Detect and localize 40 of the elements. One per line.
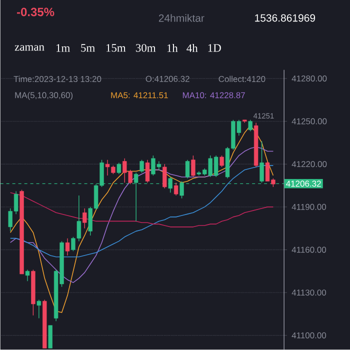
candlestick xyxy=(25,269,30,282)
annotation: O:41206.32 xyxy=(146,76,190,82)
annotation: Collect:4120 xyxy=(218,76,266,82)
y-tick-label: 41190.00 xyxy=(292,204,326,210)
candlestick xyxy=(220,155,224,168)
text: 1D xyxy=(208,44,221,52)
text: zaman xyxy=(14,45,44,51)
candlestick xyxy=(36,299,42,319)
candlestick xyxy=(248,120,252,132)
candlestick xyxy=(260,140,264,184)
annotation: Time:2023-12-13 13:20 xyxy=(14,76,102,82)
text: MA10: 41228.87 xyxy=(182,92,245,98)
candlestick xyxy=(191,155,196,178)
y-tick-label: 41100.00 xyxy=(292,332,326,338)
annotation: MA(5,10,30,60) xyxy=(15,92,73,100)
candlestick xyxy=(116,162,122,174)
y-tick-label: 41250.00 xyxy=(292,118,327,124)
y-tick-label: 41280.00 xyxy=(292,75,327,82)
candlestick xyxy=(174,182,178,196)
y-tick-label: 41220.00 xyxy=(292,161,327,168)
candlestick xyxy=(82,208,87,229)
ref-line-label: 41206.32 xyxy=(286,180,321,187)
y-tick-label: 41160.00 xyxy=(292,246,326,253)
candlestick xyxy=(65,238,70,256)
text: 1m xyxy=(56,44,70,52)
text: MA5: 41211.51 xyxy=(111,92,168,98)
candlestick xyxy=(48,325,52,349)
y-tick-label: 41130.00 xyxy=(292,290,326,296)
text: 5m xyxy=(81,44,95,52)
text: 15m xyxy=(106,44,126,52)
candlestick xyxy=(185,159,190,179)
text: -0.35% xyxy=(17,8,54,16)
text: 4h xyxy=(186,44,198,52)
candlestick xyxy=(162,164,167,189)
candlestick xyxy=(140,159,144,174)
text: 1536.861969 xyxy=(255,14,316,22)
text: 24hmiktar xyxy=(158,14,204,22)
text: 1h xyxy=(167,44,178,52)
candlestick xyxy=(145,159,150,184)
text: 30m xyxy=(136,44,156,52)
